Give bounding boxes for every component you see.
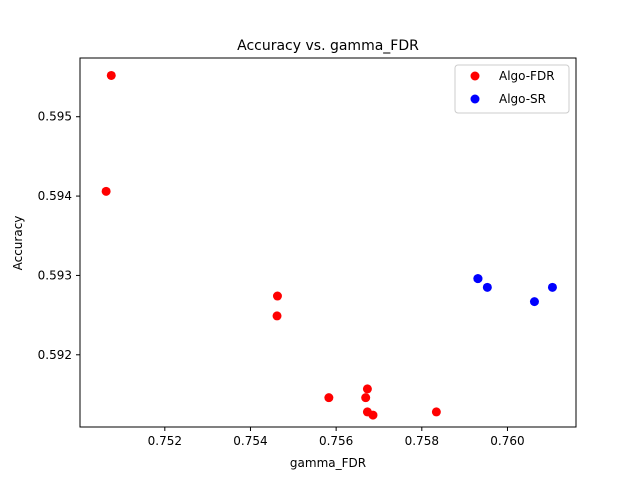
point-algo-fdr-5	[362, 384, 372, 394]
x-axis-label: gamma_FDR	[290, 456, 366, 470]
point-algo-fdr-9	[431, 407, 441, 417]
x-tick-label: 0.756	[319, 434, 353, 448]
plot-area	[79, 57, 577, 428]
y-axis-label: Accuracy	[11, 216, 25, 271]
point-algo-sr-1	[473, 274, 483, 284]
x-tick-label: 0.752	[148, 434, 182, 448]
point-algo-fdr-0	[106, 70, 116, 80]
x-tick-label: 0.760	[490, 434, 524, 448]
y-tick-label: 0.592	[38, 348, 72, 362]
point-algo-fdr-8	[368, 410, 378, 420]
legend-box	[454, 64, 570, 114]
point-algo-fdr-2	[272, 291, 282, 301]
legend-marker-algo-sr	[470, 94, 480, 104]
x-tick-label: 0.754	[233, 434, 267, 448]
point-algo-sr-4	[547, 282, 557, 292]
legend-marker-algo-fdr	[470, 71, 480, 81]
chart-title: Accuracy vs. gamma_FDR	[237, 38, 419, 54]
point-algo-sr-2	[482, 282, 492, 292]
x-axis: 0.752 0.754 0.756 0.758 0.760	[148, 427, 525, 448]
point-algo-fdr-4	[324, 393, 334, 403]
y-tick-label: 0.593	[38, 268, 72, 282]
point-algo-fdr-3	[272, 311, 282, 321]
point-algo-sr-3	[529, 297, 539, 307]
legend: Algo-FDR Algo-SR	[454, 64, 570, 114]
legend-label-algo-sr: Algo-SR	[499, 92, 546, 106]
y-axis: 0.592 0.593 0.594 0.595	[38, 110, 80, 362]
y-tick-label: 0.594	[38, 189, 72, 203]
point-algo-fdr-6	[361, 393, 371, 403]
plot-frame	[79, 57, 577, 428]
y-tick-label: 0.595	[38, 110, 72, 124]
point-algo-fdr-1	[101, 186, 111, 196]
x-tick-label: 0.758	[405, 434, 439, 448]
legend-label-algo-fdr: Algo-FDR	[499, 69, 555, 83]
